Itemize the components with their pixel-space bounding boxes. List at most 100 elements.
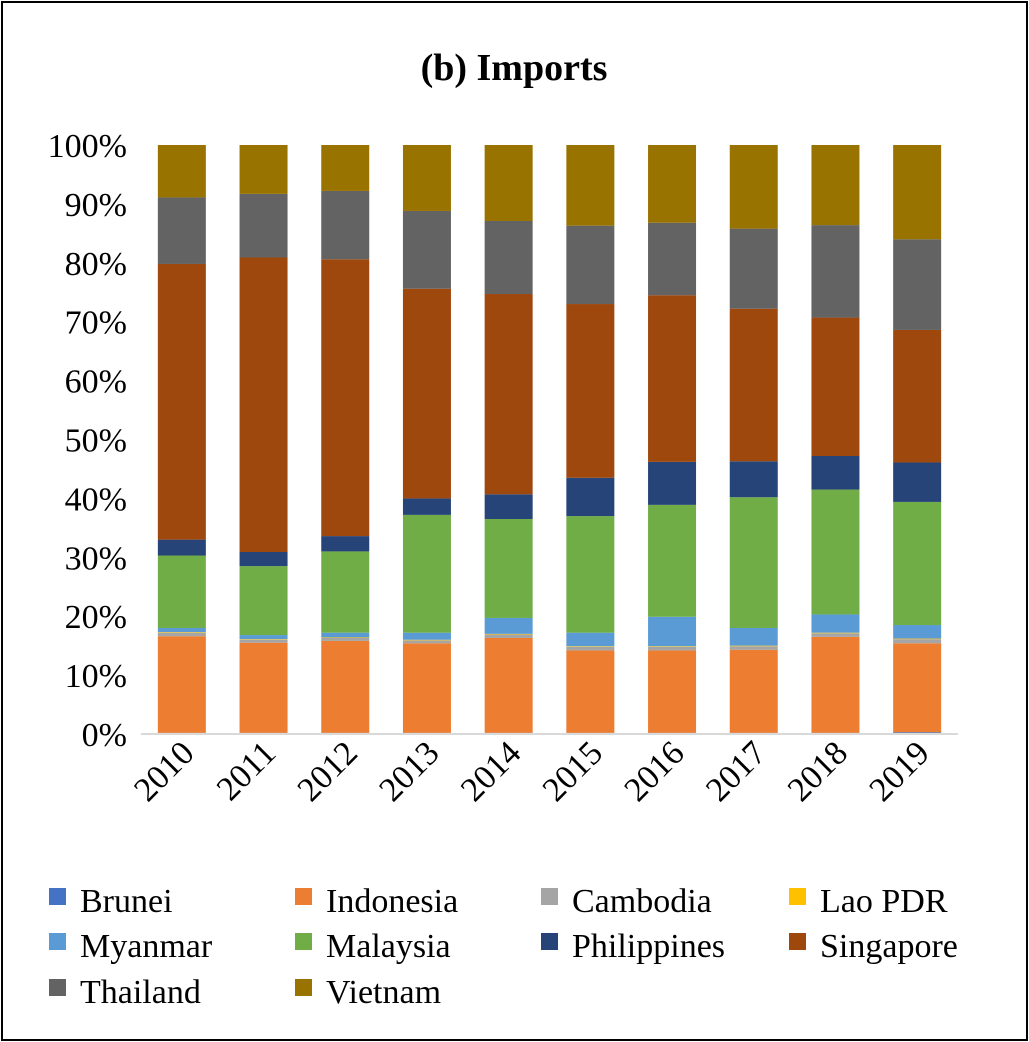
- bar-segment-indonesia: [239, 642, 288, 733]
- bar-segment-myanmar: [811, 614, 860, 633]
- bar-segment-philippines: [893, 462, 942, 502]
- y-tick-label: 70%: [65, 305, 127, 342]
- legend-label: Malaysia: [326, 928, 451, 965]
- bar-segment-lao-pdr: [729, 645, 778, 647]
- legend-item-malaysia: Malaysia: [295, 928, 451, 965]
- bar-segment-thailand: [157, 197, 206, 264]
- bar-segment-thailand: [729, 228, 778, 309]
- y-tick-label: 0%: [82, 717, 127, 754]
- legend-label: Vietnam: [326, 974, 441, 1011]
- bar-segment-myanmar: [729, 627, 778, 646]
- x-axis-ticks: 2010 2011 2012 2013 2014 2015 2016 2017 2018 2019: [127, 734, 937, 808]
- legend-label: Cambodia: [572, 883, 712, 920]
- legend-item-myanmar: Myanmar: [49, 928, 213, 965]
- bar-segment-myanmar: [157, 627, 206, 633]
- bar-segment-myanmar: [566, 632, 615, 647]
- bar-segment-singapore: [811, 317, 860, 456]
- bar-segment-cambodia: [811, 633, 860, 637]
- bar-segment-indonesia: [648, 650, 697, 733]
- x-tick-label: 2012: [291, 734, 365, 808]
- bar-segment-vietnam: [402, 145, 451, 211]
- legend-label: Brunei: [80, 883, 173, 920]
- x-tick-label: 2015: [536, 734, 610, 808]
- bar-segment-cambodia: [648, 646, 697, 651]
- bar-segment-philippines: [239, 551, 288, 567]
- bar-segment-indonesia: [566, 650, 615, 733]
- bar-segment-myanmar: [484, 617, 533, 634]
- bar-segment-philippines: [648, 461, 697, 505]
- bar-segment-cambodia: [402, 640, 451, 644]
- bar-segment-indonesia: [893, 643, 942, 733]
- bar-segment-malaysia: [566, 516, 615, 633]
- bar-segment-singapore: [648, 295, 697, 462]
- bar-segment-indonesia: [729, 649, 778, 733]
- bar-segment-indonesia: [811, 636, 860, 733]
- bar-stack-2013: [402, 145, 451, 734]
- bar-segment-vietnam: [321, 145, 370, 191]
- legend: Brunei Indonesia Cambodia Lao PDR Myanmar Mal…: [49, 883, 958, 1011]
- y-tick-label: 90%: [65, 187, 127, 224]
- legend-item-philippines: Philippines: [541, 928, 725, 965]
- y-tick-label: 10%: [65, 658, 127, 695]
- bar-segment-philippines: [566, 477, 615, 517]
- x-tick-label: 2019: [863, 734, 937, 808]
- y-tick-label: 60%: [65, 364, 127, 401]
- bar-segment-vietnam: [157, 145, 206, 198]
- bar-segment-myanmar: [321, 632, 370, 638]
- bar-segment-vietnam: [729, 145, 778, 229]
- bar-stack-2015: [566, 145, 615, 734]
- bar-stack-2018: [811, 145, 860, 734]
- bar-segment-lao-pdr: [239, 639, 288, 640]
- bar-segment-lao-pdr: [893, 638, 942, 640]
- bar-segment-indonesia: [321, 640, 370, 733]
- bar-stack-2012: [321, 145, 370, 734]
- bar-segment-philippines: [321, 536, 370, 552]
- bar-stack-2011: [239, 145, 288, 734]
- legend-swatch: [541, 888, 558, 905]
- bar-segment-cambodia: [484, 634, 533, 638]
- bar-segment-singapore: [402, 288, 451, 499]
- legend-label: Indonesia: [326, 883, 458, 920]
- bar-segment-indonesia: [157, 636, 206, 733]
- bar-segment-singapore: [893, 329, 942, 463]
- bar-segment-malaysia: [239, 566, 288, 636]
- y-tick-label: 80%: [65, 246, 127, 283]
- legend-swatch: [789, 888, 806, 905]
- y-tick-label: 50%: [65, 423, 127, 460]
- bar-segment-singapore: [157, 263, 206, 540]
- legend-item-indonesia: Indonesia: [295, 883, 458, 920]
- y-tick-label: 20%: [65, 599, 127, 636]
- legend-swatch: [295, 888, 312, 905]
- bar-segment-singapore: [321, 259, 370, 537]
- legend-label: Myanmar: [80, 928, 213, 965]
- legend-swatch: [295, 979, 312, 996]
- bar-segment-malaysia: [484, 519, 533, 618]
- legend-swatch: [541, 933, 558, 950]
- bar-segment-thailand: [402, 210, 451, 289]
- bar-segment-cambodia: [157, 632, 206, 637]
- bar-segment-vietnam: [566, 145, 615, 226]
- bar-segment-lao-pdr: [402, 639, 451, 641]
- y-axis-ticks: 0% 10% 20% 30% 40% 50% 60% 70% 80% 90% 100%: [48, 128, 127, 754]
- bar-segment-lao-pdr: [157, 632, 206, 633]
- legend-swatch: [49, 888, 66, 905]
- bar-segment-cambodia: [893, 639, 942, 644]
- x-tick-label: 2011: [210, 734, 283, 807]
- bar-segment-myanmar: [648, 616, 697, 647]
- bar-segment-thailand: [321, 190, 370, 260]
- x-tick-label: 2010: [127, 734, 201, 808]
- x-tick-label: 2017: [699, 734, 773, 808]
- legend-label: Lao PDR: [820, 883, 948, 920]
- legend-swatch: [295, 933, 312, 950]
- legend-swatch: [49, 933, 66, 950]
- bar-stack-2019: [893, 145, 942, 734]
- y-tick-label: 40%: [65, 481, 127, 518]
- bar-segment-myanmar: [239, 635, 288, 640]
- bar-segment-philippines: [402, 498, 451, 515]
- bar-stack-2010: [157, 145, 206, 734]
- bar-stack-2017: [729, 145, 778, 734]
- legend-item-cambodia: Cambodia: [541, 883, 712, 920]
- bar-segment-vietnam: [893, 145, 942, 240]
- bar-segment-cambodia: [239, 639, 288, 643]
